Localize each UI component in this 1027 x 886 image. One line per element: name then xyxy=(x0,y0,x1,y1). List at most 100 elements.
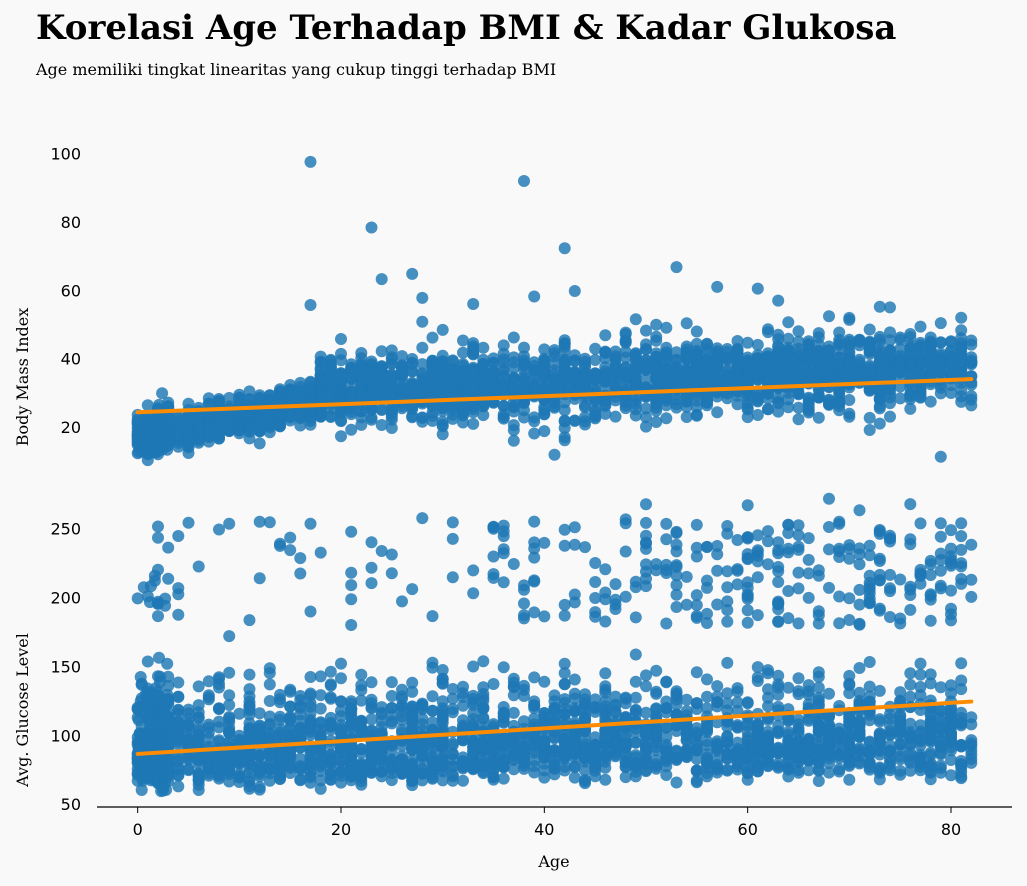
glucose-point xyxy=(914,681,927,693)
glucose-point xyxy=(243,772,256,785)
bmi-point xyxy=(406,403,419,416)
glucose-point xyxy=(741,697,754,710)
glucose-point xyxy=(843,552,856,565)
glucose-point xyxy=(690,541,703,554)
bmi-point xyxy=(650,374,663,387)
bmi-point xyxy=(782,316,795,329)
bmi-point xyxy=(934,354,947,367)
bmi-point xyxy=(253,409,266,422)
bmi-point xyxy=(619,336,632,349)
glucose-point xyxy=(304,605,317,618)
glucose-point xyxy=(660,721,673,734)
glucose-point xyxy=(467,660,480,673)
glucose-point xyxy=(365,751,378,764)
glucose-point xyxy=(457,751,469,764)
bmi-point xyxy=(772,405,785,418)
glucose-point xyxy=(741,576,754,589)
bmi-point xyxy=(690,394,703,407)
glucose-point xyxy=(670,776,683,789)
glucose-point xyxy=(629,581,642,594)
glucose-point xyxy=(884,568,896,581)
bmi-point xyxy=(640,363,652,376)
glucose-point xyxy=(741,548,754,561)
bmi-point xyxy=(650,334,663,347)
bmi-point xyxy=(863,424,876,436)
glucose-point xyxy=(274,537,286,550)
glucose-point xyxy=(843,539,856,552)
bmi-point xyxy=(426,414,439,427)
bmi-point xyxy=(873,330,886,343)
bmi-point xyxy=(375,345,388,358)
glucose-point xyxy=(487,720,500,733)
bmi-point xyxy=(558,338,571,350)
glucose-point xyxy=(863,736,876,749)
glucose-point xyxy=(650,558,663,571)
glucose-point xyxy=(467,757,480,770)
bmi-point xyxy=(802,353,815,366)
bmi-point xyxy=(812,411,825,424)
glucose-point xyxy=(375,715,388,727)
bmi-point xyxy=(873,359,886,372)
glucose-point xyxy=(721,595,734,608)
glucose-point xyxy=(640,572,652,585)
bmi-point xyxy=(873,368,886,381)
bmi-point xyxy=(385,344,398,357)
bmi-point xyxy=(243,411,256,423)
bmi-point xyxy=(833,358,846,371)
bmi-point xyxy=(385,353,398,366)
bmi-outlier-point xyxy=(548,448,561,461)
glucose-point xyxy=(599,686,612,699)
glucose-point xyxy=(599,667,612,680)
bmi-point xyxy=(345,364,358,377)
glucose-point xyxy=(619,590,632,603)
glucose-point xyxy=(741,719,754,732)
bmi-point xyxy=(243,432,256,445)
glucose-point xyxy=(965,573,978,586)
glucose-point xyxy=(640,669,652,682)
bmi-point xyxy=(182,426,195,439)
glucose-point xyxy=(945,744,957,757)
bmi-point xyxy=(904,381,917,394)
glucose-point xyxy=(375,706,388,719)
glucose-point xyxy=(243,668,256,681)
glucose-point xyxy=(487,550,500,563)
glucose-point xyxy=(304,671,317,683)
glucose-point xyxy=(213,681,225,694)
glucose-point xyxy=(762,525,774,538)
glucose-point xyxy=(385,715,398,728)
glucose-point xyxy=(314,782,327,795)
glucose-point xyxy=(772,547,785,560)
glucose-point xyxy=(731,704,744,717)
bmi-point xyxy=(640,402,652,415)
glucose-point xyxy=(934,681,947,694)
glucose-point xyxy=(579,733,591,746)
bmi-point xyxy=(477,341,490,354)
glucose-point xyxy=(172,724,185,736)
glucose-point xyxy=(701,761,713,774)
glucose-point xyxy=(497,576,510,589)
glucose-point xyxy=(640,516,652,529)
glucose-point xyxy=(762,691,774,704)
bmi-point xyxy=(965,334,978,347)
bmi-point xyxy=(934,366,947,379)
bmi-point xyxy=(812,331,825,344)
bmi-point xyxy=(751,373,764,386)
glucose-point xyxy=(731,682,744,695)
bmi-point xyxy=(345,423,358,436)
glucose-point xyxy=(213,763,225,776)
bmi-point xyxy=(385,422,398,434)
bmi-point xyxy=(914,369,927,382)
bmi-point xyxy=(477,367,490,380)
glucose-point xyxy=(284,750,297,763)
bmi-point xyxy=(934,387,947,400)
glucose-point xyxy=(701,690,713,703)
glucose-point xyxy=(670,579,683,591)
bmi-point xyxy=(335,430,347,443)
glucose-point xyxy=(355,668,368,681)
glucose-point xyxy=(670,525,683,538)
chart-subtitle: Age memiliki tingkat linearitas yang cuk… xyxy=(36,60,557,79)
bmi-point xyxy=(579,383,591,396)
glucose-point xyxy=(731,736,744,749)
bmi-point xyxy=(894,331,907,344)
bmi-point xyxy=(538,368,551,381)
